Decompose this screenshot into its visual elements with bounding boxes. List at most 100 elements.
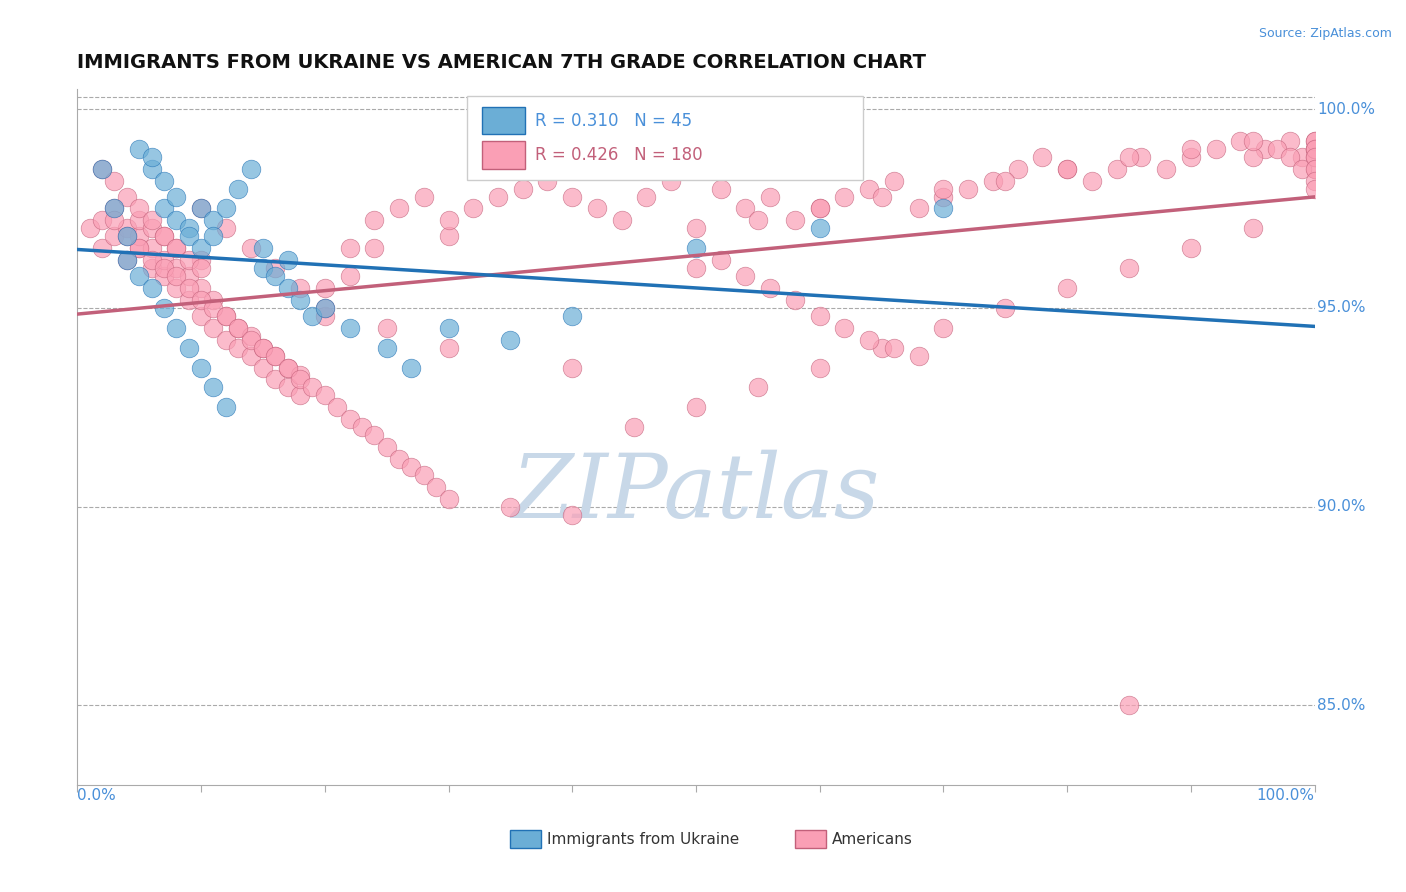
Point [981, 174, 1004, 188]
Point [190, 202, 212, 216]
Point [883, 341, 905, 355]
Point [1241, 134, 1264, 148]
Point [1278, 150, 1301, 164]
Point [401, 459, 423, 474]
Point [202, 380, 225, 394]
Point [1303, 134, 1326, 148]
Point [1031, 150, 1053, 164]
Point [858, 181, 880, 195]
Point [1056, 281, 1078, 295]
Point [115, 253, 138, 268]
Point [536, 174, 558, 188]
Point [165, 189, 187, 203]
Point [202, 320, 225, 334]
Text: Americans: Americans [832, 831, 912, 847]
Point [288, 388, 311, 402]
Point [486, 189, 509, 203]
Point [141, 150, 163, 164]
Point [103, 202, 125, 216]
Point [437, 229, 460, 244]
Point [734, 202, 756, 216]
Point [1303, 150, 1326, 164]
Point [870, 189, 893, 203]
Point [215, 309, 238, 323]
Point [808, 202, 831, 216]
Point [141, 241, 163, 255]
Point [858, 333, 880, 347]
Point [153, 301, 176, 315]
Point [128, 142, 150, 156]
Text: 100.0%: 100.0% [1317, 102, 1375, 117]
Point [1303, 174, 1326, 188]
Point [375, 440, 398, 454]
Point [659, 174, 682, 188]
Point [685, 261, 707, 276]
Point [1105, 161, 1128, 176]
Point [932, 320, 955, 334]
Point [1303, 181, 1326, 195]
Point [561, 360, 583, 375]
Point [226, 320, 249, 334]
Point [239, 333, 262, 347]
Point [610, 213, 633, 227]
Point [215, 401, 238, 415]
Point [165, 213, 187, 227]
Point [561, 508, 583, 522]
Point [907, 349, 929, 363]
Point [1130, 150, 1153, 164]
Point [165, 320, 187, 334]
Point [783, 213, 806, 227]
Point [314, 301, 336, 315]
Text: Source: ZipAtlas.com: Source: ZipAtlas.com [1258, 27, 1392, 40]
Point [277, 380, 299, 394]
Point [115, 229, 138, 244]
Point [115, 253, 138, 268]
Point [512, 181, 534, 195]
Point [1291, 161, 1313, 176]
Point [264, 349, 287, 363]
Point [747, 380, 769, 394]
Point [883, 174, 905, 188]
Point [1056, 161, 1078, 176]
Bar [510, 830, 541, 847]
Point [190, 293, 212, 307]
Point [375, 320, 398, 334]
Point [141, 221, 163, 235]
Point [1303, 142, 1326, 156]
Point [1007, 161, 1029, 176]
Point [153, 261, 176, 276]
Point [288, 293, 311, 307]
Point [190, 202, 212, 216]
Point [759, 189, 782, 203]
Bar [482, 141, 526, 169]
Point [141, 261, 163, 276]
Point [314, 309, 336, 323]
Point [1303, 142, 1326, 156]
Point [314, 388, 336, 402]
Point [264, 268, 287, 283]
Point [1241, 221, 1264, 235]
Point [190, 309, 212, 323]
Point [339, 268, 361, 283]
Point [277, 281, 299, 295]
Point [499, 333, 522, 347]
Point [190, 253, 212, 268]
Point [412, 189, 434, 203]
Point [277, 360, 299, 375]
Point [388, 452, 411, 467]
Point [91, 161, 114, 176]
Point [177, 293, 200, 307]
Point [103, 213, 125, 227]
Point [834, 320, 856, 334]
Bar [467, 96, 863, 179]
Point [1154, 161, 1177, 176]
Point [264, 261, 287, 276]
Text: IMMIGRANTS FROM UKRAINE VS AMERICAN 7TH GRADE CORRELATION CHART: IMMIGRANTS FROM UKRAINE VS AMERICAN 7TH … [77, 54, 927, 72]
Point [226, 320, 249, 334]
Point [165, 241, 187, 255]
Point [994, 301, 1017, 315]
Point [252, 360, 274, 375]
Point [1229, 134, 1251, 148]
Point [808, 221, 831, 235]
Point [215, 202, 238, 216]
